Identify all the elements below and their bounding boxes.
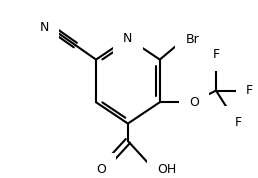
Text: O: O <box>96 163 106 176</box>
Text: O: O <box>189 96 199 109</box>
Text: N: N <box>123 32 133 45</box>
Text: OH: OH <box>157 163 176 176</box>
Text: F: F <box>213 48 220 61</box>
Text: F: F <box>246 84 253 97</box>
Text: F: F <box>235 116 241 129</box>
Text: N: N <box>40 21 49 34</box>
Text: Br: Br <box>186 33 199 46</box>
